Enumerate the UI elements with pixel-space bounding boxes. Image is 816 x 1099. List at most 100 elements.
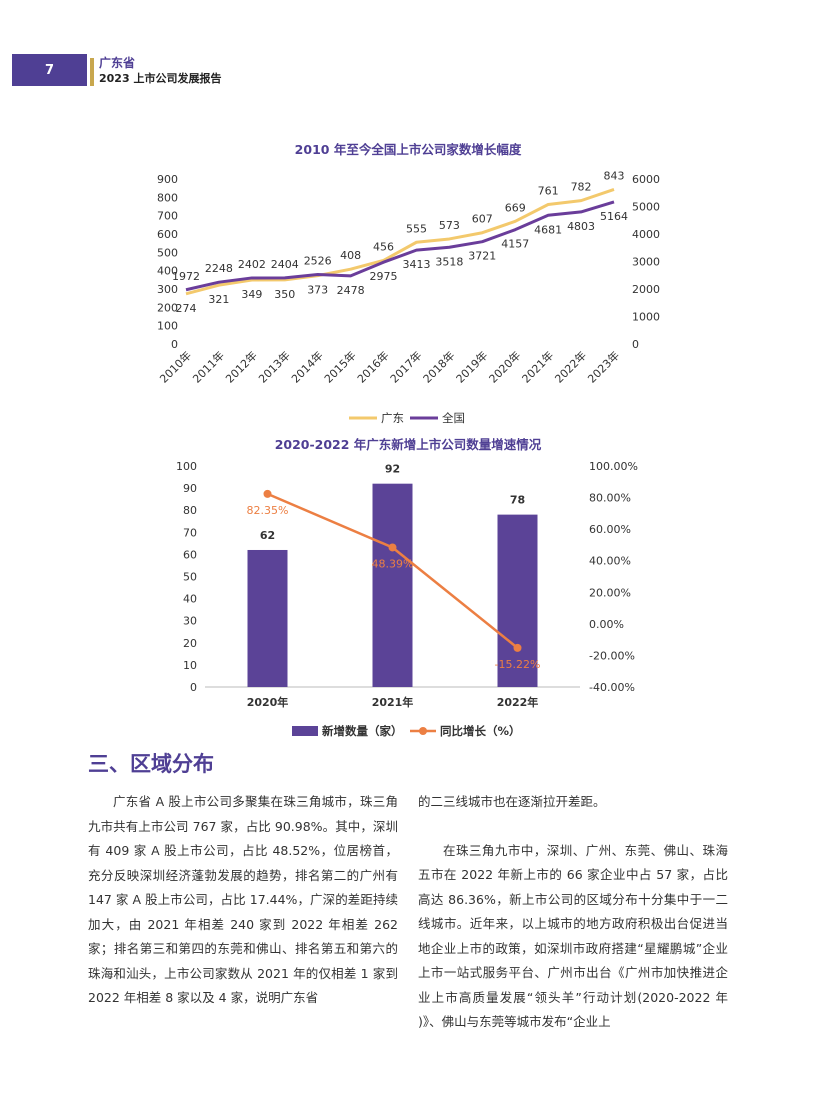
- data-label-national: 3721: [468, 250, 496, 263]
- body-paragraph: 在珠三角九市中，深圳、广州、东莞、佛山、珠海五市在 2022 年新上市的 66 …: [418, 842, 728, 1030]
- data-label-guangdong: 669: [505, 201, 526, 214]
- body-left-column: 广东省 A 股上市公司多聚集在珠三角城市，珠三角九市共有上市公司 767 家，占…: [88, 790, 398, 1011]
- growth-data-label: -15.22%: [495, 658, 541, 671]
- x-axis-tick-label: 2012年: [222, 348, 259, 385]
- data-label-guangdong: 607: [472, 213, 493, 226]
- growth-point: [388, 543, 397, 552]
- left-axis-tick-label: 0: [171, 338, 178, 351]
- x-axis-tick-label: 2020年: [486, 348, 523, 385]
- right-axis-tick-label: 80.00%: [589, 492, 631, 505]
- left-axis-tick-label: 10: [183, 659, 197, 672]
- data-label-guangdong: 373: [307, 284, 328, 297]
- x-axis-tick-label: 2020年: [247, 695, 289, 709]
- left-axis-tick-label: 300: [157, 283, 178, 296]
- x-axis-tick-label: 2023年: [585, 348, 622, 385]
- left-axis-tick-label: 80: [183, 504, 197, 517]
- left-axis-tick-label: 90: [183, 482, 197, 495]
- left-axis-tick-label: 400: [157, 265, 178, 278]
- left-axis-tick-label: 70: [183, 526, 197, 539]
- x-axis-tick-label: 2011年: [190, 348, 227, 385]
- right-axis-tick-label: 4000: [632, 228, 660, 241]
- right-axis-tick-label: 0: [632, 338, 639, 351]
- left-axis-tick-label: 0: [190, 681, 197, 694]
- data-label-national: 4157: [501, 238, 529, 251]
- right-axis-tick-label: 60.00%: [589, 523, 631, 536]
- x-axis-tick-label: 2022年: [497, 695, 539, 709]
- right-axis-tick-label: 40.00%: [589, 555, 631, 568]
- header-province: 广东省: [99, 56, 136, 70]
- x-axis-tick-label: 2019年: [453, 348, 490, 385]
- data-label-national: 5164: [600, 210, 628, 223]
- growth-point: [513, 643, 522, 652]
- right-axis-tick-label: 3000: [632, 256, 660, 269]
- legend-marker-growth: [419, 727, 427, 735]
- left-axis-tick-label: 700: [157, 210, 178, 223]
- right-axis-tick-label: 2000: [632, 283, 660, 296]
- body-continuation: 的二三线城市也在逐渐拉开差距。: [418, 794, 606, 809]
- data-label-guangdong: 321: [208, 293, 229, 306]
- legend-label-growth: 同比增长（%）: [440, 724, 521, 738]
- x-axis-tick-label: 2021年: [519, 348, 556, 385]
- data-label-guangdong: 456: [373, 240, 394, 253]
- data-label-national: 3518: [435, 255, 463, 268]
- series-line-guangdong: [185, 188, 615, 296]
- right-axis-tick-label: 20.00%: [589, 586, 631, 599]
- growth-point: [263, 489, 272, 498]
- right-axis-tick-label: 0.00%: [589, 618, 624, 631]
- left-axis-tick-label: 60: [183, 548, 197, 561]
- data-label-guangdong: 408: [340, 249, 361, 262]
- x-axis-tick-label: 2017年: [387, 348, 424, 385]
- left-axis-tick-label: 500: [157, 246, 178, 259]
- body-paragraph: 广东省 A 股上市公司多聚集在珠三角城市，珠三角九市共有上市公司 767 家，占…: [88, 794, 398, 1005]
- x-axis-tick-label: 2014年: [288, 348, 325, 385]
- growth-data-label: 48.39%: [372, 557, 414, 570]
- right-axis-tick-label: 1000: [632, 311, 660, 324]
- data-label-guangdong: 350: [274, 288, 295, 301]
- left-axis-tick-label: 100: [157, 320, 178, 333]
- right-axis-tick-label: 5000: [632, 201, 660, 214]
- legend-label-national: 全国: [442, 411, 465, 425]
- bar-data-label: 92: [385, 463, 400, 476]
- data-label-guangdong: 274: [176, 302, 197, 315]
- data-label-guangdong: 573: [439, 219, 460, 232]
- left-axis-tick-label: 800: [157, 191, 178, 204]
- data-label-national: 2526: [304, 255, 332, 268]
- legend-label-guangdong: 广东: [381, 411, 404, 425]
- data-label-national: 2248: [205, 262, 233, 275]
- left-axis-tick-label: 30: [183, 615, 197, 628]
- x-axis-tick-label: 2015年: [321, 348, 358, 385]
- data-label-national: 3413: [402, 258, 430, 271]
- left-axis-tick-label: 40: [183, 593, 197, 606]
- left-axis-tick-label: 20: [183, 637, 197, 650]
- data-label-national: 4803: [567, 220, 595, 233]
- data-label-national: 2478: [337, 284, 365, 297]
- data-label-guangdong: 843: [604, 169, 625, 182]
- bar: [372, 483, 413, 687]
- left-axis-tick-label: 50: [183, 571, 197, 584]
- bar: [497, 514, 538, 687]
- data-label-national: 2975: [370, 270, 398, 283]
- right-axis-tick-label: 100.00%: [589, 460, 638, 473]
- data-label-guangdong: 555: [406, 222, 427, 235]
- data-label-national: 2404: [271, 258, 299, 271]
- header-report-title: 2023 上市公司发展报告: [99, 72, 222, 85]
- series-line-national: [185, 200, 615, 292]
- bar-data-label: 62: [260, 529, 275, 542]
- right-axis-tick-label: 6000: [632, 173, 660, 186]
- data-label-national: 1972: [172, 270, 200, 283]
- chart2-title: 2020-2022 年广东新增上市公司数量增速情况: [274, 437, 542, 452]
- left-axis-tick-label: 100: [176, 460, 197, 473]
- legend-label-new-listings: 新增数量（家）: [322, 724, 403, 738]
- right-axis-tick-label: -20.00%: [589, 649, 635, 662]
- page-number: 7: [12, 54, 87, 86]
- x-axis-tick-label: 2018年: [420, 348, 457, 385]
- growth-data-label: 82.35%: [247, 504, 289, 517]
- left-axis-tick-label: 900: [157, 173, 178, 186]
- data-label-guangdong: 761: [538, 184, 559, 197]
- left-axis-tick-label: 600: [157, 228, 178, 241]
- x-axis-tick-label: 2013年: [255, 348, 292, 385]
- section-title: 三、区域分布: [88, 752, 214, 776]
- x-axis-tick-label: 2010年: [157, 348, 194, 385]
- header-accent-bar: [90, 58, 94, 86]
